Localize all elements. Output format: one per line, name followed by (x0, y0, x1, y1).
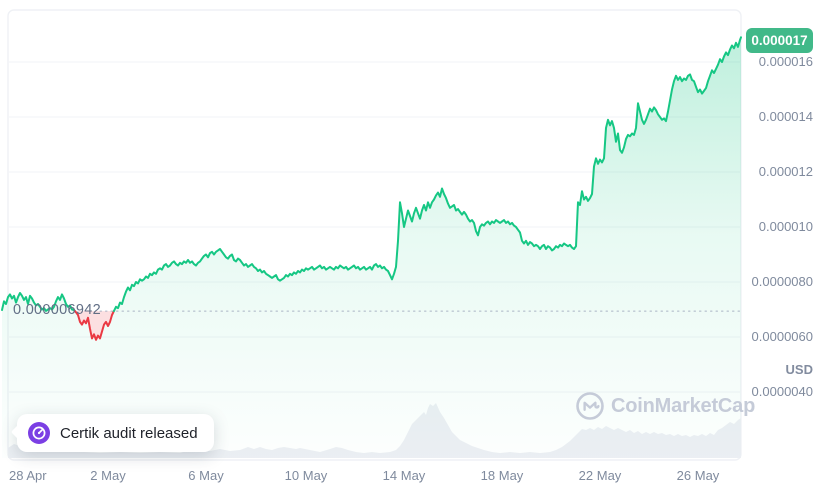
y-axis-tick-label: 0.000016 (758, 54, 813, 69)
watermark-text: CoinMarketCap (611, 394, 756, 417)
price-area-fill-down (75, 311, 114, 340)
y-axis-tick-label: 0.0000080 (751, 274, 813, 289)
x-axis-tick-label: 22 May (578, 468, 622, 483)
x-axis-tick-label: 10 May (284, 468, 328, 483)
price-line-down (74, 310, 115, 341)
coinmarketcap-watermark: CoinMarketCap (576, 392, 755, 420)
clock-icon (28, 422, 50, 444)
y-axis-tick-label: 0.000012 (758, 164, 813, 179)
y-axis-tick-label: 0.000014 (758, 109, 813, 124)
price-area-fill (2, 37, 741, 459)
x-axis-tick-label: 14 May (382, 468, 426, 483)
y-axis-tick-label: 0.000010 (758, 219, 813, 234)
x-axis-tick-label: 28 Apr (9, 468, 47, 483)
y-axis-unit-label: USD (785, 362, 813, 377)
x-axis-tick-label: 2 May (90, 468, 126, 483)
annotation-tooltip[interactable]: Certik audit released (10, 414, 214, 452)
coinmarketcap-logo-icon (576, 392, 604, 420)
current-price-badge: 0.000017 (746, 28, 813, 53)
x-axis-tick-label: 26 May (676, 468, 720, 483)
annotation-label: Certik audit released (60, 424, 198, 442)
price-line-up (112, 36, 742, 313)
x-axis-tick-label: 6 May (188, 468, 224, 483)
y-axis-tick-label: 0.0000040 (751, 384, 813, 399)
x-axis-tick-label: 18 May (480, 468, 524, 483)
price-line-up (1, 292, 76, 313)
reference-price-label: 0.000006942 (13, 302, 101, 319)
y-axis-tick-label: 0.0000060 (751, 329, 813, 344)
